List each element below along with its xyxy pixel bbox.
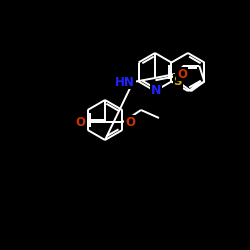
Text: S: S	[174, 75, 182, 88]
Text: O: O	[125, 116, 135, 128]
Text: O: O	[177, 68, 187, 80]
Text: HN: HN	[115, 76, 135, 88]
Text: N: N	[151, 84, 161, 96]
Text: O: O	[75, 116, 85, 128]
